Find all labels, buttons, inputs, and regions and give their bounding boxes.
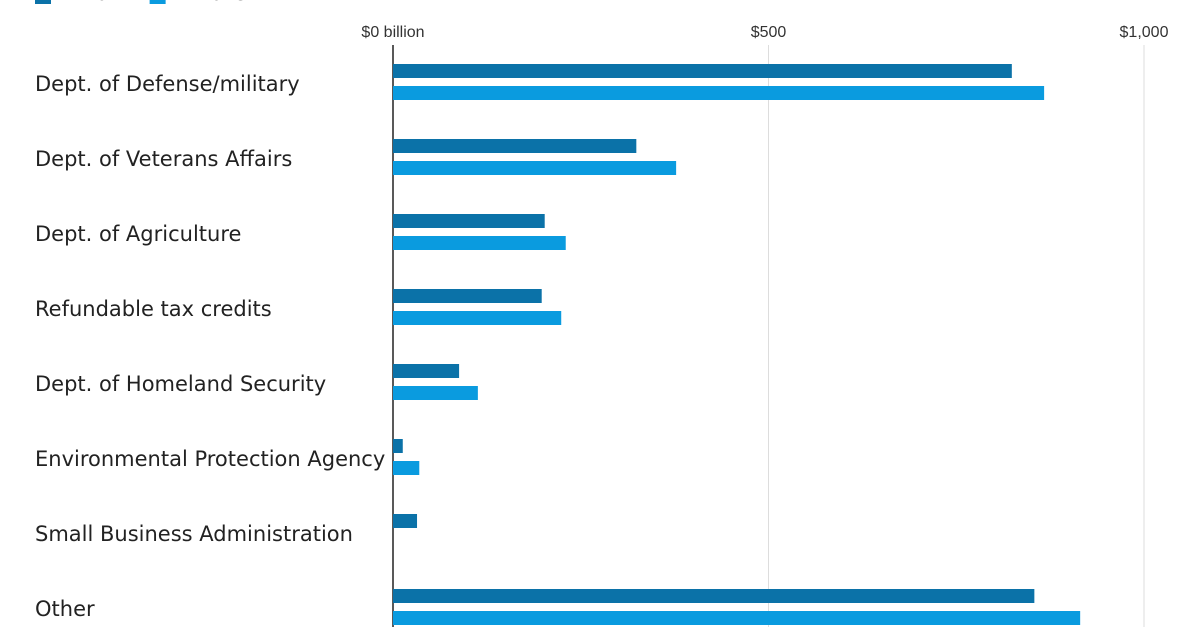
- bar: [393, 364, 460, 378]
- bar: [393, 139, 637, 153]
- legend-label: FY2024: [59, 0, 134, 5]
- bar: [393, 589, 1035, 603]
- bar: [393, 461, 420, 475]
- bar: [393, 214, 545, 228]
- bar: [393, 289, 542, 303]
- legend-swatch: [149, 0, 166, 4]
- bar: [393, 439, 403, 453]
- x-tick-label: $500: [751, 24, 787, 41]
- bar: [393, 514, 418, 528]
- bar: [393, 311, 562, 325]
- category-label: Dept. of Veterans Affairs: [35, 147, 292, 171]
- category-label: Dept. of Homeland Security: [35, 372, 326, 396]
- x-tick-label: $1,000: [1120, 24, 1169, 41]
- category-label: Refundable tax credits: [35, 297, 272, 321]
- category-label: Small Business Administration: [35, 522, 353, 546]
- bar: [393, 386, 478, 400]
- category-label: Dept. of Defense/military: [35, 72, 300, 96]
- bar: [393, 64, 1012, 78]
- bar: [393, 236, 566, 250]
- category-label: Dept. of Agriculture: [35, 222, 241, 246]
- legend-swatch: [35, 0, 51, 4]
- category-label: Environmental Protection Agency: [35, 447, 385, 471]
- bar: [393, 161, 677, 175]
- x-tick-label: $0 billion: [361, 24, 424, 41]
- category-label: Other: [35, 597, 95, 621]
- bar: [393, 611, 1081, 625]
- legend-label: FY2025: [174, 0, 249, 5]
- bar: [393, 86, 1045, 100]
